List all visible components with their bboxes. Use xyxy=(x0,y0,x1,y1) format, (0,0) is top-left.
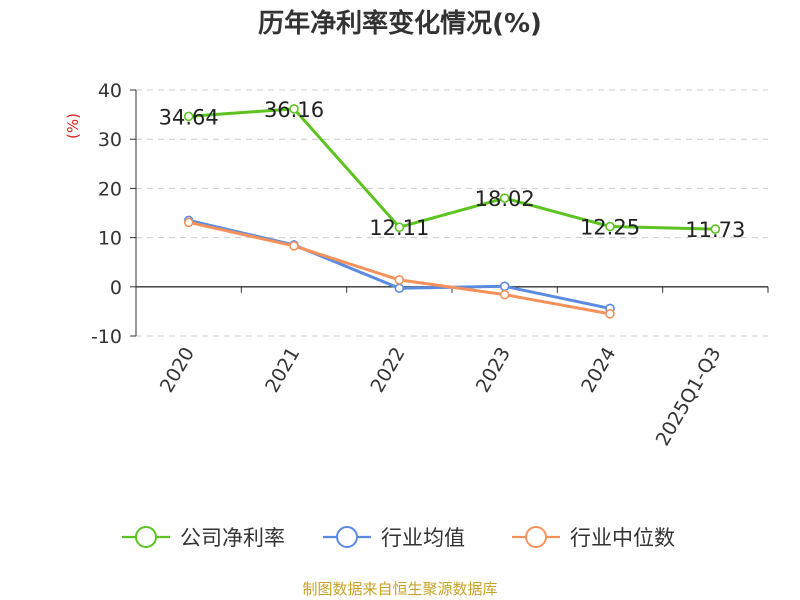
x-tick-label: 2025Q1-Q3 xyxy=(652,344,726,450)
data-point xyxy=(394,222,405,233)
axes: -10 0 10 20 30 40 2020 2021 2022 2023 2024 2025Q1-Q… xyxy=(91,80,769,450)
x-tick-label: 2022 xyxy=(366,344,409,397)
data-point xyxy=(710,224,721,234)
series-lines xyxy=(183,104,721,319)
data-label: 12.25 xyxy=(580,216,640,240)
y-tick-label: 10 xyxy=(98,228,122,250)
legend-swatch-marker xyxy=(135,526,157,548)
data-point xyxy=(183,217,194,228)
data-point xyxy=(289,241,299,251)
data-label: 34.64 xyxy=(159,105,219,129)
x-tick-label: 2024 xyxy=(577,344,620,397)
chart-title: 历年净利率变化情况(%) xyxy=(258,8,542,39)
legend-swatch-marker xyxy=(525,526,547,548)
legend: 公司净利率 行业均值 行业中位数 xyxy=(122,526,675,550)
series-line xyxy=(188,107,716,231)
x-tick-label: 2023 xyxy=(472,343,515,396)
data-point xyxy=(183,111,194,122)
y-axis-unit-label: (%) xyxy=(64,113,82,139)
data-label: 36.16 xyxy=(264,98,324,122)
data-point xyxy=(289,104,299,114)
data-label: 18.02 xyxy=(475,187,535,211)
legend-label: 行业中位数 xyxy=(570,526,675,550)
data-point xyxy=(605,221,615,232)
data-labels: 34.64 36.16 12.11 18.02 12.25 11.73 xyxy=(159,98,746,242)
legend-swatch-marker xyxy=(336,526,358,548)
x-tick-label: 2021 xyxy=(261,344,304,397)
y-tick-label: 20 xyxy=(98,178,122,200)
data-label: 12.11 xyxy=(369,216,429,240)
data-point xyxy=(605,309,615,319)
data-point xyxy=(499,281,510,292)
y-tick-label: 0 xyxy=(110,277,122,299)
y-tick-label: -10 xyxy=(91,326,122,348)
data-point xyxy=(499,193,510,203)
source-note: 制图数据来自恒生聚源数据库 xyxy=(302,580,497,598)
data-label: 11.73 xyxy=(685,218,745,242)
y-tick-label: 40 xyxy=(98,80,122,102)
data-point xyxy=(394,275,405,285)
y-tick-label: 30 xyxy=(98,129,122,151)
legend-label: 公司净利率 xyxy=(180,526,285,550)
legend-label: 行业均值 xyxy=(381,526,465,550)
data-point xyxy=(394,283,405,294)
x-tick-label: 2020 xyxy=(156,344,199,397)
data-point xyxy=(499,289,510,300)
